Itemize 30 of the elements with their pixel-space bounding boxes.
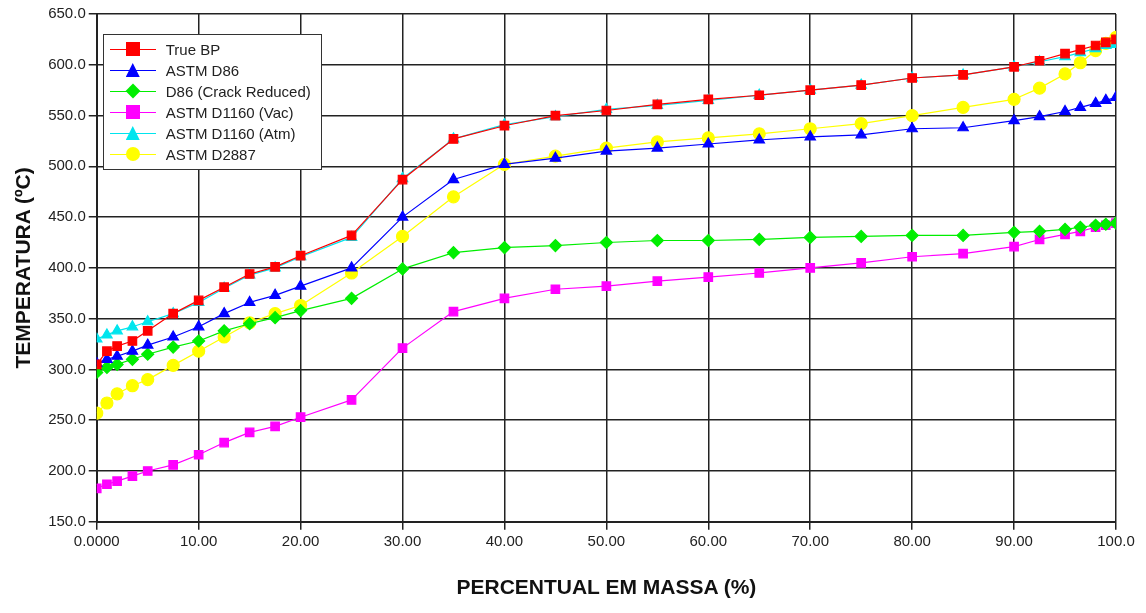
- x-tick-label: 20.00: [281, 531, 320, 549]
- y-tick-label: 550.0: [48, 105, 86, 123]
- y-tick-label: 150.0: [48, 511, 86, 529]
- y-tick-label: 400.0: [48, 258, 86, 276]
- x-tick-label: 60.00: [689, 531, 728, 549]
- y-tick-label: 250.0: [48, 410, 86, 428]
- y-tick-label: 500.0: [48, 156, 86, 174]
- x-tick-label: 0.0000: [73, 531, 120, 549]
- x-tick-label: 80.00: [893, 531, 931, 549]
- legend-label: ASTM D2887: [165, 146, 256, 163]
- x-axis-title: PERCENTUAL EM MASSA (%): [456, 575, 757, 599]
- x-tick-label: 70.00: [791, 531, 829, 549]
- y-tick-label: 600.0: [48, 54, 86, 72]
- legend-label: ASTM D1160 (Vac): [165, 104, 294, 121]
- y-tick-label: 650.0: [48, 4, 86, 22]
- legend-label: ASTM D86: [165, 62, 240, 79]
- legend-label: D86 (Crack Reduced): [165, 83, 311, 100]
- legend-label: ASTM D1160 (Atm): [165, 125, 296, 142]
- y-tick-label: 200.0: [48, 461, 86, 479]
- y-tick-label: 300.0: [48, 359, 86, 377]
- y-axis-title: TEMPERATURA (ºC): [11, 167, 35, 369]
- x-tick-label: 30.00: [383, 531, 422, 549]
- x-tick-label: 50.00: [587, 531, 626, 549]
- x-tick-label: 40.00: [485, 531, 524, 549]
- x-tick-label: 90.00: [995, 531, 1033, 549]
- x-tick-label: 10.00: [179, 531, 218, 549]
- legend-label: True BP: [165, 41, 221, 58]
- y-tick-label: 450.0: [48, 207, 86, 225]
- x-tick-label: 100.0: [1097, 531, 1135, 549]
- y-tick-label: 350.0: [48, 308, 86, 326]
